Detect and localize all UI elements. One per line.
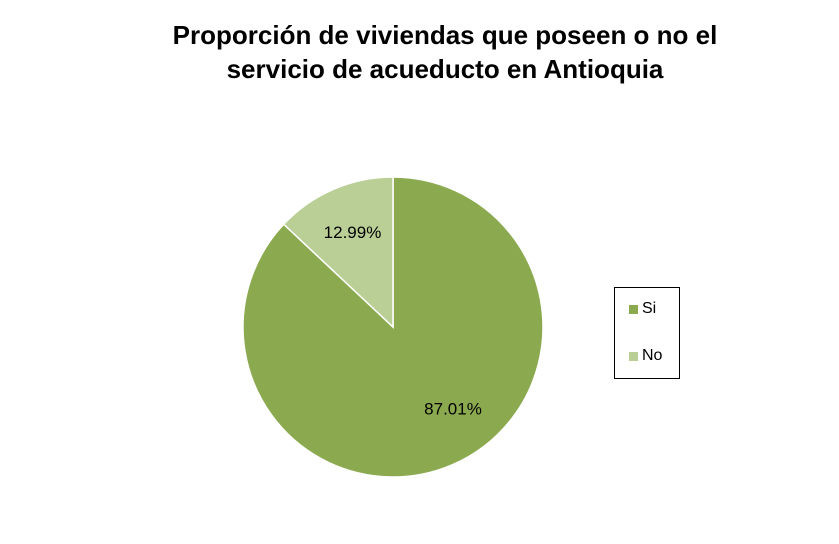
legend-swatch-no [629, 351, 638, 361]
legend: Si No [614, 287, 680, 379]
chart-title-line-2: servicio de acueducto en Antioquia [226, 54, 664, 84]
legend-label-si: Si [642, 300, 657, 317]
legend-swatch-si [629, 304, 638, 314]
data-label-no: 12.99% [324, 223, 382, 242]
legend-label-no: No [642, 347, 663, 364]
data-label-si: 87.01% [424, 399, 482, 418]
chart-title-line-1: Proporción de viviendas que poseen o no … [172, 20, 718, 50]
chart-title: Proporción de viviendas que poseen o no … [60, 18, 830, 86]
pie-slice-no [282, 176, 394, 329]
pie-slice-si [242, 176, 544, 478]
legend-item-no: No [629, 347, 662, 365]
legend-item-si: Si [629, 300, 656, 318]
